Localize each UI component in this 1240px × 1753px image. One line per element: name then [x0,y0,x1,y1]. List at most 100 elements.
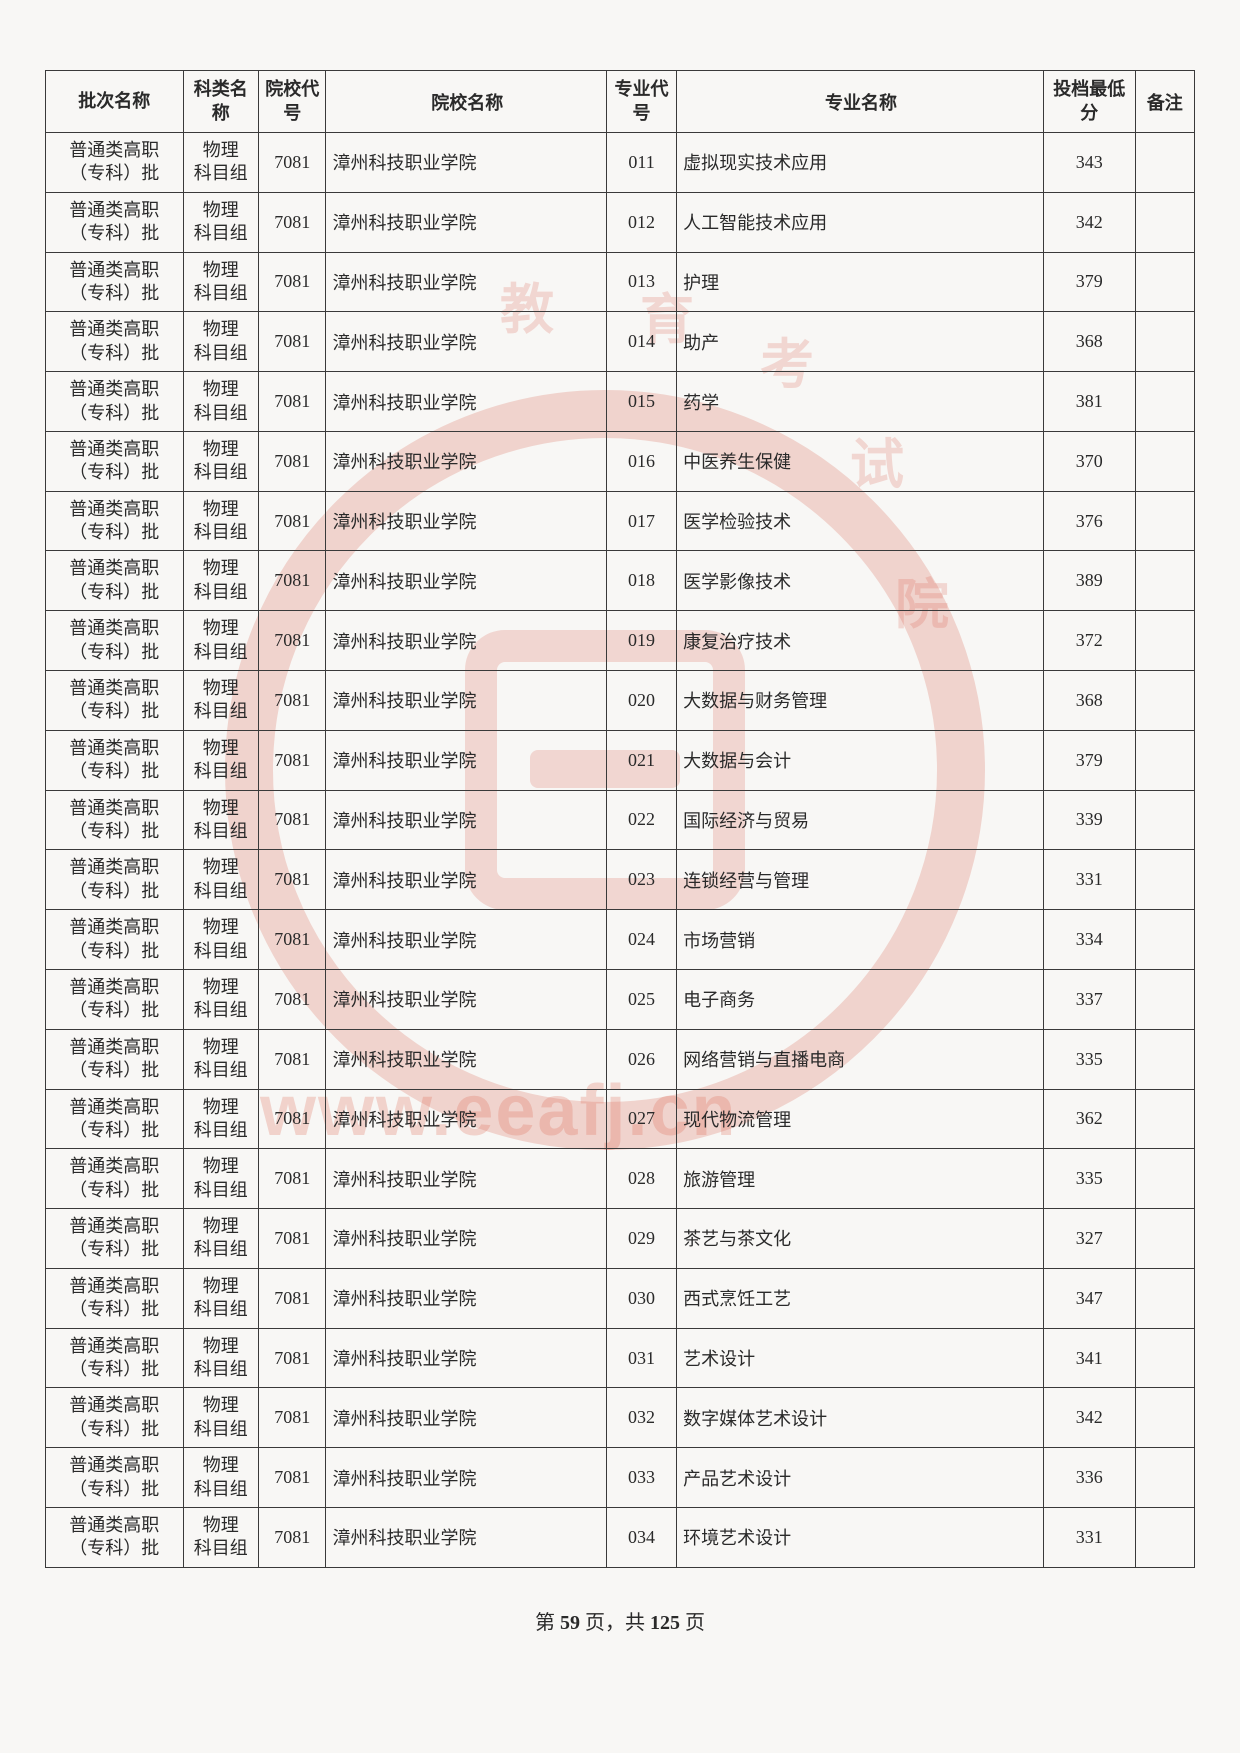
cell-school-name: 漳州科技职业学院 [326,1268,607,1328]
table-row: 普通类高职（专科）批物理科目组7081漳州科技职业学院031艺术设计341 [46,1328,1195,1388]
cell-major-name: 护理 [677,252,1044,312]
cell-school-code: 7081 [259,1507,326,1567]
cell-score: 362 [1043,1089,1135,1149]
cell-category: 物理科目组 [183,1149,259,1209]
cell-major-name: 网络营销与直播电商 [677,1029,1044,1089]
cell-note [1135,611,1194,671]
cell-school-code: 7081 [259,1029,326,1089]
cell-note [1135,730,1194,790]
cell-school-name: 漳州科技职业学院 [326,252,607,312]
cell-school-name: 漳州科技职业学院 [326,133,607,193]
cell-category: 物理科目组 [183,1029,259,1089]
cell-note [1135,910,1194,970]
cell-school-name: 漳州科技职业学院 [326,491,607,551]
cell-batch: 普通类高职（专科）批 [46,1388,184,1448]
cell-major-code: 016 [606,431,676,491]
cell-score: 370 [1043,431,1135,491]
cell-category: 物理科目组 [183,611,259,671]
cell-school-code: 7081 [259,611,326,671]
cell-note [1135,1507,1194,1567]
header-category: 科类名称 [183,71,259,133]
cell-note [1135,1209,1194,1269]
cell-note [1135,1149,1194,1209]
pager-middle: 页，共 [580,1612,650,1634]
cell-note [1135,1388,1194,1448]
cell-note [1135,1328,1194,1388]
cell-note [1135,372,1194,432]
cell-school-name: 漳州科技职业学院 [326,611,607,671]
header-school-name: 院校名称 [326,71,607,133]
cell-school-name: 漳州科技职业学院 [326,312,607,372]
cell-category: 物理科目组 [183,1328,259,1388]
cell-school-name: 漳州科技职业学院 [326,1209,607,1269]
cell-school-name: 漳州科技职业学院 [326,1149,607,1209]
cell-batch: 普通类高职（专科）批 [46,133,184,193]
table-row: 普通类高职（专科）批物理科目组7081漳州科技职业学院020大数据与财务管理36… [46,671,1195,731]
cell-major-name: 电子商务 [677,969,1044,1029]
cell-major-code: 031 [606,1328,676,1388]
cell-note [1135,192,1194,252]
table-row: 普通类高职（专科）批物理科目组7081漳州科技职业学院025电子商务337 [46,969,1195,1029]
cell-major-code: 021 [606,730,676,790]
header-score: 投档最低分 [1043,71,1135,133]
cell-batch: 普通类高职（专科）批 [46,192,184,252]
cell-major-name: 连锁经营与管理 [677,850,1044,910]
cell-batch: 普通类高职（专科）批 [46,1507,184,1567]
pager-suffix: 页 [680,1612,705,1634]
cell-score: 331 [1043,850,1135,910]
cell-score: 389 [1043,551,1135,611]
cell-note [1135,969,1194,1029]
cell-score: 368 [1043,312,1135,372]
cell-major-code: 030 [606,1268,676,1328]
cell-category: 物理科目组 [183,790,259,850]
cell-major-code: 015 [606,372,676,432]
table-row: 普通类高职（专科）批物理科目组7081漳州科技职业学院027现代物流管理362 [46,1089,1195,1149]
cell-score: 337 [1043,969,1135,1029]
table-row: 普通类高职（专科）批物理科目组7081漳州科技职业学院012人工智能技术应用34… [46,192,1195,252]
cell-school-code: 7081 [259,133,326,193]
cell-batch: 普通类高职（专科）批 [46,1328,184,1388]
table-header-row: 批次名称 科类名称 院校代号 院校名称 专业代号 专业名称 投档最低分 备注 [46,71,1195,133]
cell-major-code: 012 [606,192,676,252]
cell-note [1135,1089,1194,1149]
cell-major-code: 024 [606,910,676,970]
cell-note [1135,790,1194,850]
table-row: 普通类高职（专科）批物理科目组7081漳州科技职业学院021大数据与会计379 [46,730,1195,790]
cell-category: 物理科目组 [183,312,259,372]
cell-category: 物理科目组 [183,850,259,910]
cell-note [1135,431,1194,491]
cell-batch: 普通类高职（专科）批 [46,252,184,312]
table-row: 普通类高职（专科）批物理科目组7081漳州科技职业学院014助产368 [46,312,1195,372]
cell-major-name: 大数据与财务管理 [677,671,1044,731]
cell-category: 物理科目组 [183,730,259,790]
cell-batch: 普通类高职（专科）批 [46,611,184,671]
table-row: 普通类高职（专科）批物理科目组7081漳州科技职业学院011虚拟现实技术应用34… [46,133,1195,193]
cell-category: 物理科目组 [183,969,259,1029]
cell-note [1135,1029,1194,1089]
cell-batch: 普通类高职（专科）批 [46,551,184,611]
cell-school-name: 漳州科技职业学院 [326,910,607,970]
cell-school-code: 7081 [259,671,326,731]
table-row: 普通类高职（专科）批物理科目组7081漳州科技职业学院026网络营销与直播电商3… [46,1029,1195,1089]
cell-school-name: 漳州科技职业学院 [326,850,607,910]
cell-school-code: 7081 [259,1328,326,1388]
cell-score: 347 [1043,1268,1135,1328]
cell-score: 335 [1043,1029,1135,1089]
cell-category: 物理科目组 [183,1507,259,1567]
cell-school-code: 7081 [259,730,326,790]
cell-school-code: 7081 [259,551,326,611]
table-row: 普通类高职（专科）批物理科目组7081漳州科技职业学院034环境艺术设计331 [46,1507,1195,1567]
cell-major-code: 020 [606,671,676,731]
table-body: 普通类高职（专科）批物理科目组7081漳州科技职业学院011虚拟现实技术应用34… [46,133,1195,1568]
cell-major-code: 017 [606,491,676,551]
cell-note [1135,252,1194,312]
cell-note [1135,850,1194,910]
table-row: 普通类高职（专科）批物理科目组7081漳州科技职业学院017医学检验技术376 [46,491,1195,551]
cell-major-code: 014 [606,312,676,372]
cell-batch: 普通类高职（专科）批 [46,1029,184,1089]
cell-major-code: 034 [606,1507,676,1567]
cell-score: 327 [1043,1209,1135,1269]
cell-major-name: 艺术设计 [677,1328,1044,1388]
cell-major-name: 大数据与会计 [677,730,1044,790]
cell-score: 376 [1043,491,1135,551]
